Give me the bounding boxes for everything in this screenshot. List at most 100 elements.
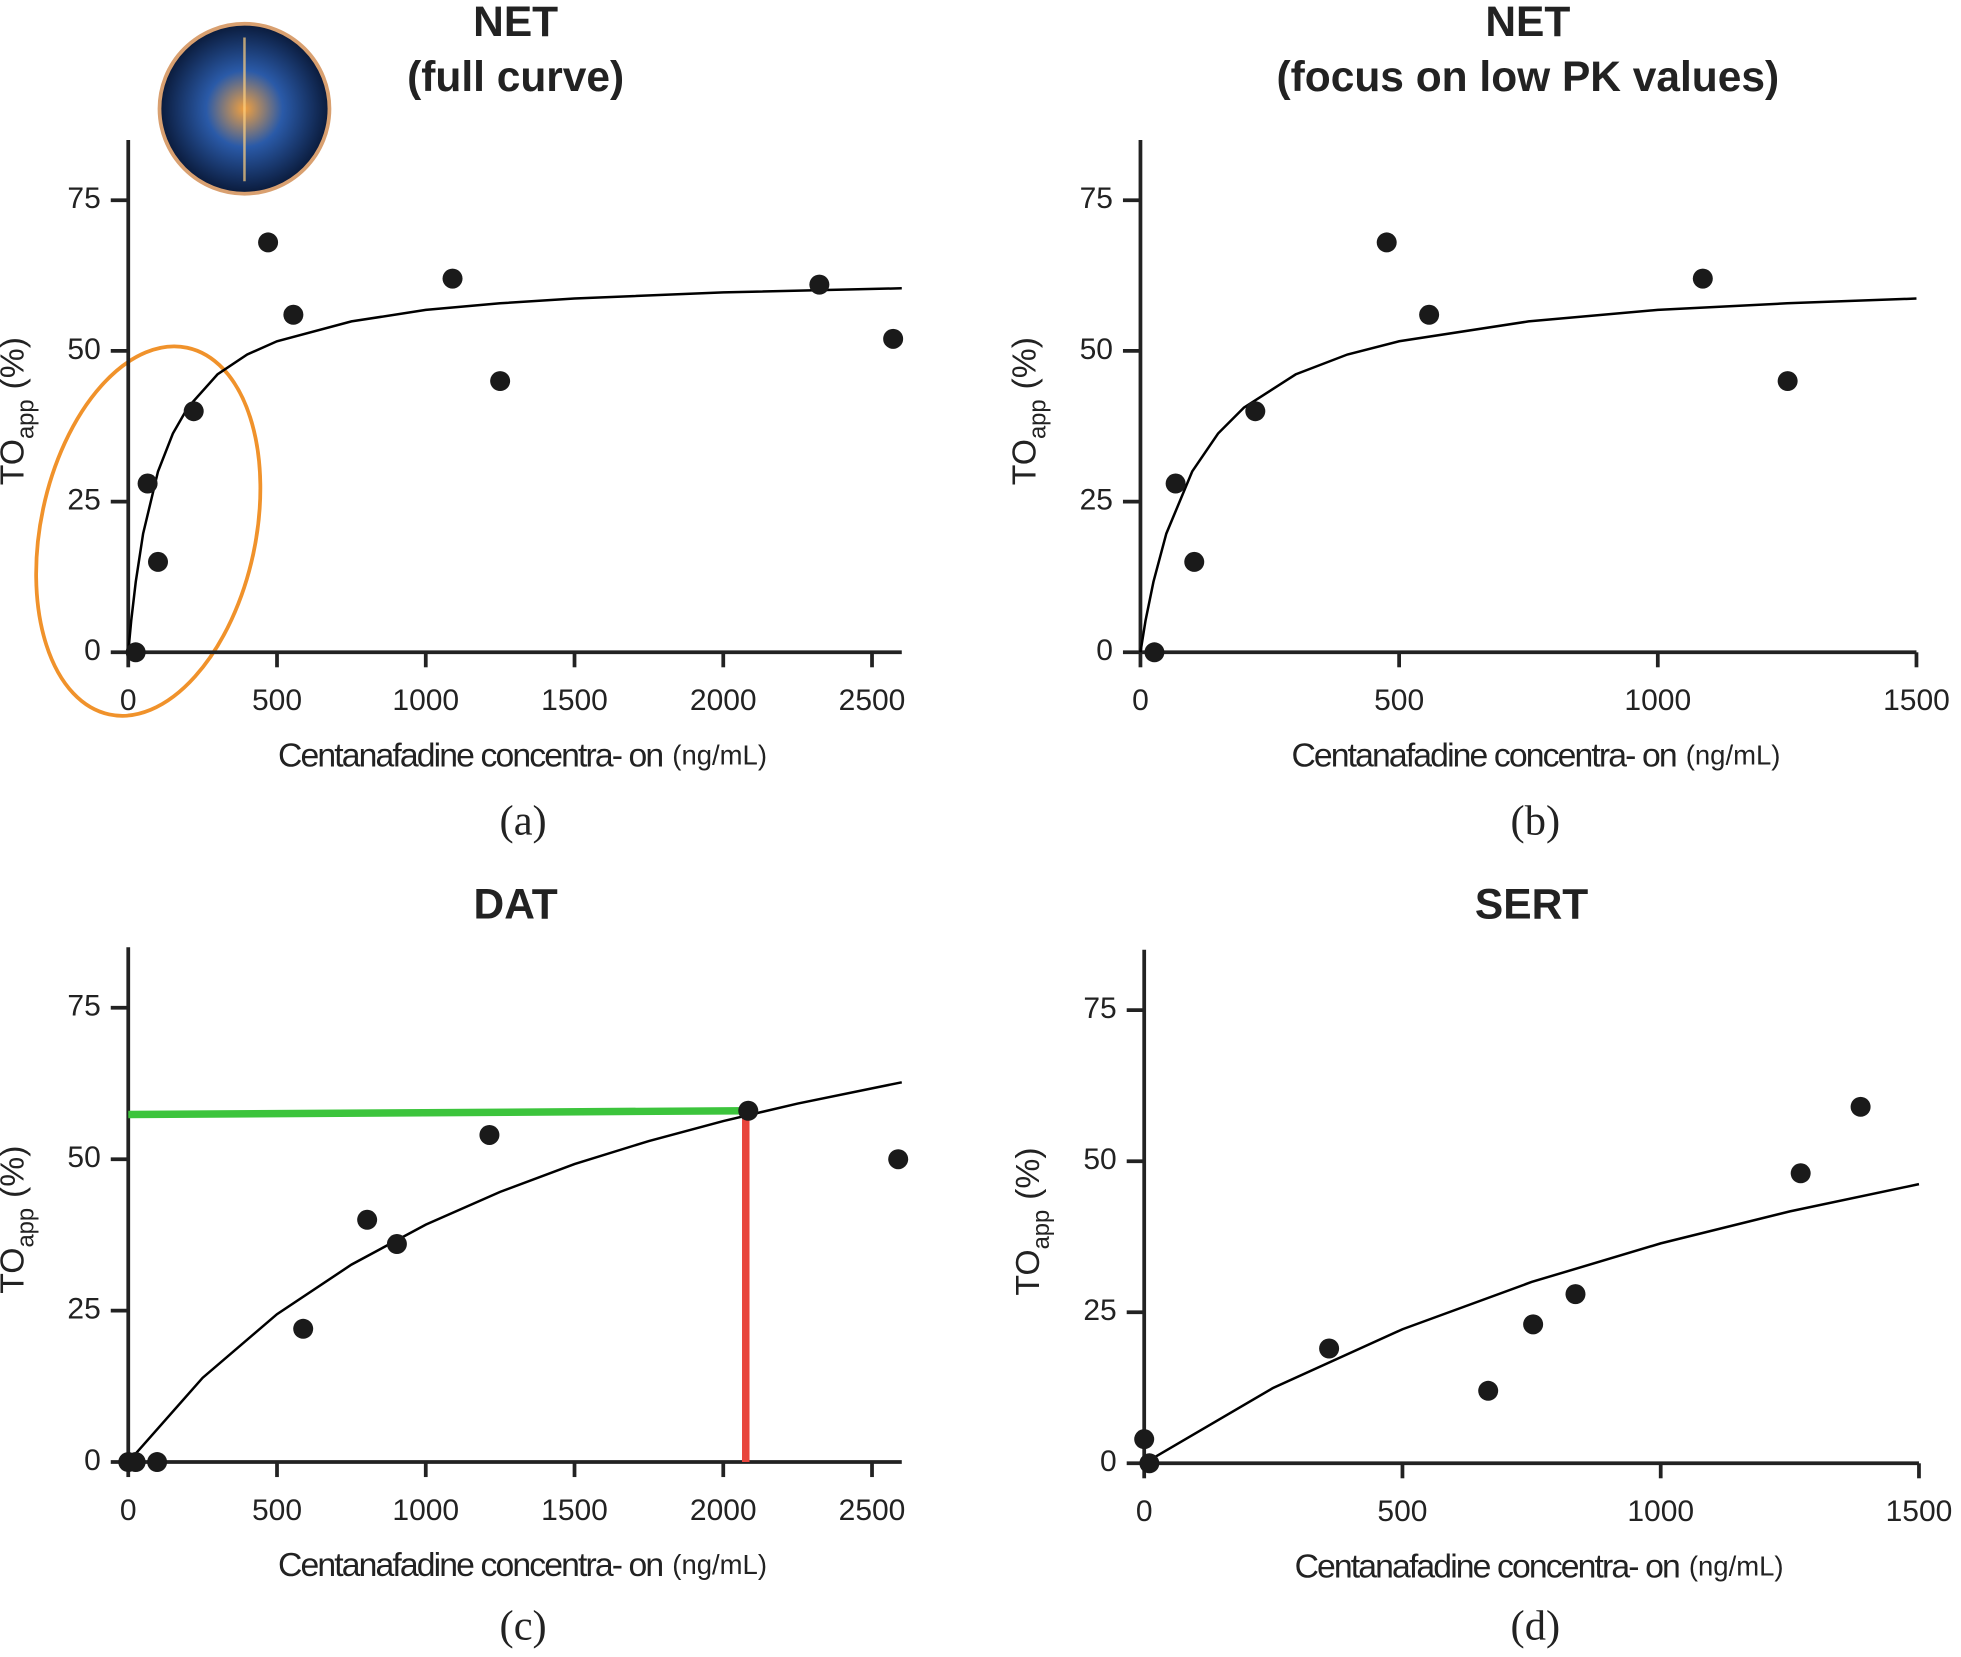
chart-panel: DAT 0 25 50 75 0 500 1000 1500 2000 2500 Centanafad… — [0, 881, 909, 1649]
x-axis-label-unit: (ng/mL) — [1686, 740, 1781, 771]
highlight-ellipse — [34, 344, 263, 718]
x-tick-label: 2000 — [690, 684, 757, 717]
data-point — [1850, 1096, 1871, 1117]
data-point — [283, 304, 304, 325]
x-tick-label: 1000 — [1627, 1495, 1694, 1528]
y-tick-label: 50 — [67, 333, 100, 366]
data-point — [125, 642, 146, 663]
y-axis-label-unit: (%) — [0, 337, 31, 389]
x-axis-label-text: Centanafadine concentra- on — [1295, 1547, 1679, 1585]
panel-caption: (a) — [500, 798, 547, 845]
x-axis-label-unit: (ng/mL) — [672, 740, 767, 771]
y-tick-label: 25 — [67, 484, 100, 517]
chart-panel: NET (full curve) 0 25 50 75 0 500 1000 1500 2000 25… — [0, 0, 905, 845]
data-point — [1134, 1429, 1155, 1450]
y-axis-label-sub: app — [1025, 399, 1051, 439]
y-tick-label: 75 — [1080, 182, 1113, 215]
y-tick-label: 75 — [67, 990, 100, 1023]
y-axis-label-sub: app — [13, 399, 39, 439]
data-point — [1790, 1163, 1811, 1184]
y-tick-label: 0 — [84, 1444, 101, 1477]
fit-curve — [127, 1081, 903, 1463]
data-point — [125, 1452, 146, 1473]
y-tick-label: 75 — [67, 182, 100, 215]
x-tick-label: 1500 — [541, 684, 608, 717]
data-point — [883, 328, 904, 349]
data-point — [1144, 642, 1165, 663]
x-axis-label-unit: (ng/mL) — [672, 1549, 767, 1580]
y-tick-label: 25 — [1080, 484, 1113, 517]
x-tick-label: 1500 — [1886, 1495, 1953, 1528]
x-tick-label: 1500 — [541, 1494, 608, 1527]
data-point — [1245, 401, 1266, 422]
x-tick-label: 500 — [1377, 1495, 1427, 1528]
y-axis-label-unit: (%) — [0, 1145, 31, 1197]
data-point — [293, 1318, 314, 1339]
data-point — [490, 371, 511, 392]
x-tick-label: 2000 — [690, 1494, 757, 1527]
chart-subtitle: (full curve) — [407, 54, 624, 101]
y-axis-label: TOapp (%) — [1005, 337, 1051, 485]
data-point — [442, 268, 463, 289]
data-point — [1139, 1453, 1160, 1474]
data-point — [809, 274, 830, 295]
data-point — [1319, 1338, 1340, 1359]
data-point — [137, 473, 158, 494]
x-axis-label: Centanafadine concentra- on (ng/mL) — [278, 736, 767, 774]
y-axis-label-text: TO — [0, 1248, 31, 1294]
data-point — [357, 1209, 378, 1230]
x-tick-label: 500 — [1374, 684, 1424, 717]
y-tick-label: 0 — [1096, 634, 1113, 667]
data-point — [1478, 1380, 1499, 1401]
y-tick-label: 75 — [1083, 992, 1116, 1025]
x-axis-label: Centanafadine concentra- on (ng/mL) — [278, 1546, 767, 1584]
data-point — [1165, 473, 1186, 494]
data-point — [386, 1234, 407, 1255]
y-tick-label: 50 — [1083, 1143, 1116, 1176]
chart-subtitle: (focus on low PK values) — [1277, 54, 1780, 101]
data-point — [1419, 304, 1440, 325]
y-axis-label: TOapp (%) — [0, 337, 39, 485]
y-axis-label-sub: app — [1029, 1210, 1055, 1250]
logo — [157, 21, 332, 196]
data-point — [1565, 1284, 1586, 1305]
x-tick-label: 2500 — [839, 684, 906, 717]
y-axis-label: TOapp (%) — [0, 1145, 39, 1293]
fit-curve — [127, 287, 902, 653]
y-tick-label: 25 — [67, 1293, 100, 1326]
y-tick-label: 0 — [84, 634, 101, 667]
chart-title: DAT — [474, 881, 558, 928]
y-tick-label: 25 — [1083, 1294, 1116, 1327]
x-tick-label: 1000 — [392, 1494, 459, 1527]
data-point — [738, 1100, 759, 1121]
x-tick-label: 500 — [252, 1494, 302, 1527]
data-point — [258, 232, 279, 253]
fit-curve — [1139, 297, 1917, 653]
y-axis-label-unit: (%) — [1005, 337, 1043, 389]
x-tick-label: 1000 — [1624, 684, 1691, 717]
x-tick-label: 1500 — [1883, 684, 1950, 717]
y-axis-label-text: TO — [1005, 439, 1043, 485]
data-point — [1184, 551, 1205, 572]
x-axis-label-text: Centanafadine concentra- on — [1291, 736, 1675, 774]
data-point — [183, 401, 204, 422]
fit-curve — [1143, 1182, 1920, 1465]
data-point — [1777, 371, 1798, 392]
x-axis-label-text: Centanafadine concentra- on — [278, 736, 662, 774]
y-tick-label: 50 — [67, 1141, 100, 1174]
chart-panel: SERT 0 25 50 75 0 500 1000 1500 Centanafadine con… — [1009, 881, 1952, 1649]
panel-caption: (b) — [1511, 798, 1561, 845]
y-axis-label-sub: app — [13, 1208, 39, 1248]
y-axis-label-text: TO — [1009, 1249, 1047, 1295]
panel-caption: (c) — [500, 1602, 547, 1649]
y-tick-label: 50 — [1080, 333, 1113, 366]
y-axis-label: TOapp (%) — [1009, 1147, 1055, 1295]
x-axis-label: Centanafadine concentra- on (ng/mL) — [1291, 736, 1780, 774]
x-axis-label: Centanafadine concentra- on (ng/mL) — [1295, 1547, 1784, 1585]
x-tick-label: 1000 — [392, 684, 459, 717]
panel-caption: (d) — [1511, 1602, 1561, 1649]
chart-title: NET — [1485, 0, 1570, 46]
x-tick-label: 0 — [120, 684, 137, 717]
